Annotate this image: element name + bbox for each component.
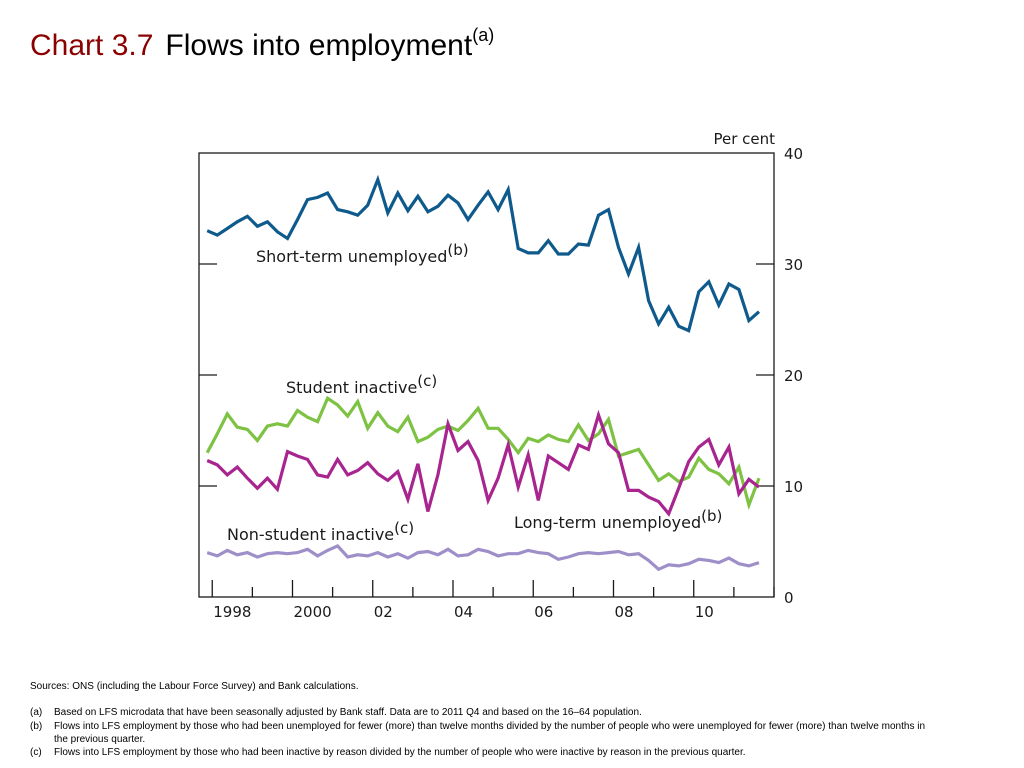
chart-axes: 0 10 20 30 40 Per cent 1998 2000 02 04 06 08 10 [198,130,803,621]
series-label: Student inactive(c) [286,372,437,397]
x-tick-label: 10 [695,603,714,621]
series-line [206,174,761,333]
chart-title: Flows into employment [165,29,473,62]
x-tick-label: 2000 [293,603,331,621]
title-footnote-marker: (a) [472,25,495,45]
y-tick-label: 40 [784,145,803,163]
footnote-a: (a) Based on LFS microdata that have bee… [30,706,930,719]
footnote-label: (a) [30,707,43,719]
series-label: Short-term unemployed(b) [256,241,469,266]
series-line [206,409,760,517]
series-label: Non-student inactive(c) [227,519,414,544]
y-tick-label: 0 [784,589,794,607]
footnote-text: Flows into LFS employment by those who h… [54,747,746,759]
x-tick-label: 08 [614,603,633,621]
series-label: Long-term unemployed(b) [514,507,722,532]
chart-footer: Sources: ONS (including the Labour Force… [30,680,930,759]
footnote-b: (b) Flows into LFS employment by those w… [30,720,930,747]
x-tick-label: 06 [534,603,553,621]
y-axis-label: Per cent [713,130,775,148]
footnote-c: (c) Flows into LFS employment by those w… [30,746,930,759]
footnote-label: (b) [30,720,43,732]
series-line [206,543,760,572]
x-tick-label: 02 [374,603,393,621]
x-tick-label: 04 [454,603,473,621]
footnote-text: Flows into LFS employment by those who h… [54,720,926,745]
footnote-text: Based on LFS microdata that have been se… [54,707,642,719]
y-tick-label: 10 [784,478,803,496]
line-chart: 0 10 20 30 40 Per cent 1998 2000 02 04 06 08 10 Shor… [198,130,803,621]
y-tick-label: 20 [784,367,803,385]
x-tick-label: 1998 [213,603,251,621]
series-line [205,395,761,511]
y-tick-label: 30 [784,256,803,274]
chart-number: Chart 3.7 [30,29,154,62]
footnote-label: (c) [30,747,42,759]
sources-note: Sources: ONS (including the Labour Force… [30,681,359,692]
chart-series [205,174,761,572]
page-title: Chart 3.7 Flows into employment(a) [30,25,495,64]
